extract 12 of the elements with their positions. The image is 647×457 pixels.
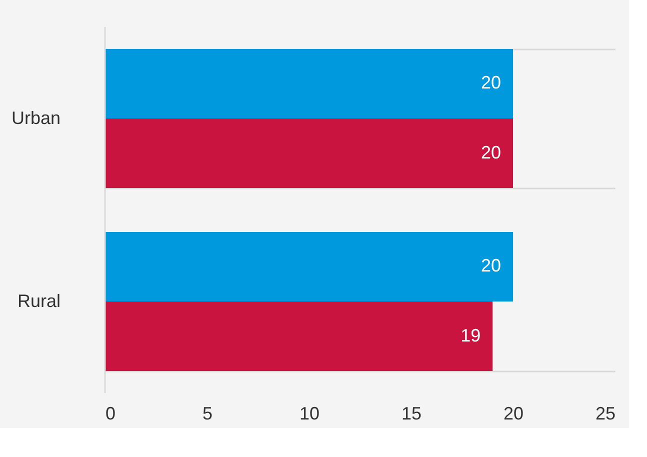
data-label: 19 <box>460 325 481 346</box>
x-tick-label: 15 <box>401 404 422 424</box>
x-tick-label: 20 <box>503 404 524 424</box>
y-tick-label: Rural <box>17 291 60 311</box>
x-tick-label: 10 <box>299 404 320 424</box>
x-tick-label: 0 <box>106 404 116 424</box>
data-label: 20 <box>480 256 501 276</box>
data-label: 20 <box>480 142 501 162</box>
y-tick-label: Urban <box>11 108 60 128</box>
x-tick-label: 25 <box>595 404 616 424</box>
data-label: 20 <box>480 72 501 93</box>
x-tick-label: 5 <box>202 404 213 424</box>
